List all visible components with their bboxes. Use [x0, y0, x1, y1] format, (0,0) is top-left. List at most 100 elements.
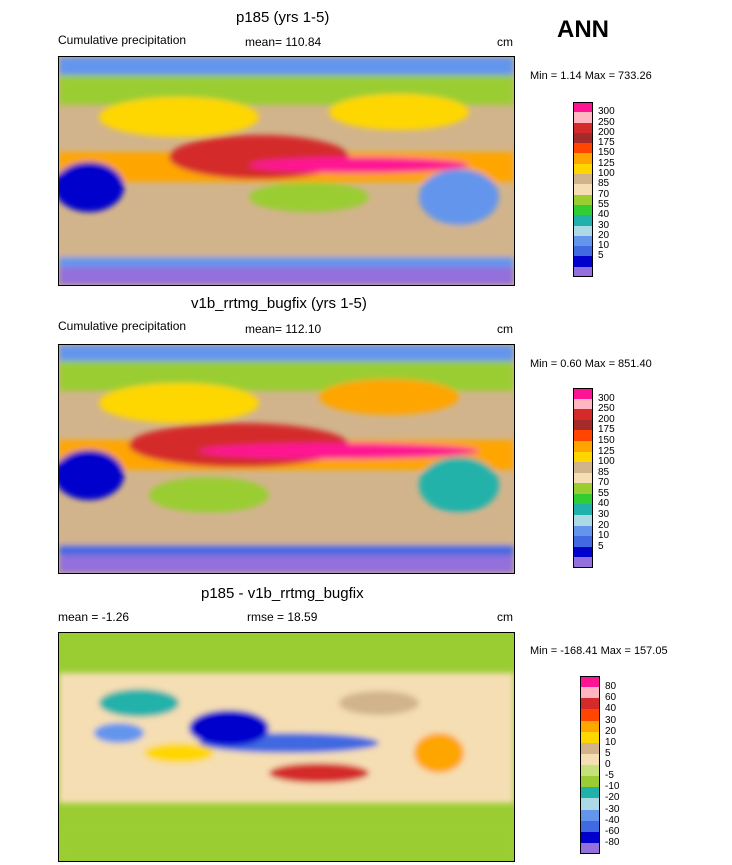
colorbar-tick-label: 5	[605, 747, 611, 759]
colorbar-tick-label: -10	[605, 781, 620, 793]
colorbar-swatch	[573, 419, 593, 431]
colorbar-tick-label: 100	[598, 456, 615, 468]
colorbar-tick-label: 200	[598, 126, 615, 138]
colorbar-swatch	[580, 809, 600, 821]
colorbar-tick-label: 125	[598, 157, 615, 169]
colorbar-tick-label: 10	[598, 240, 610, 252]
colorbar-tick-label: 175	[598, 424, 615, 436]
colorbar-tick-label: 250	[598, 403, 615, 415]
panel-3-mean: mean = -1.26	[58, 610, 130, 624]
panel-2-minmax: Min = 0.60 Max = 851.40	[530, 358, 652, 370]
colorbar-swatch	[573, 483, 593, 494]
panel-1-variable-label: Cumulative precipitation	[58, 33, 187, 47]
panel-2-mean: mean= 112.10	[245, 322, 322, 336]
colorbar-tick-label: 10	[605, 736, 617, 748]
panel-2-units: cm	[497, 322, 513, 336]
panel-2-variable-label: Cumulative precipitation	[58, 319, 187, 333]
panel-1-units: cm	[497, 35, 513, 49]
colorbar-swatch	[573, 430, 593, 441]
colorbar-swatch	[573, 256, 593, 267]
colorbar-swatch	[573, 153, 593, 164]
colorbar-swatch	[573, 525, 593, 537]
colorbar-swatch	[573, 225, 593, 236]
colorbar-tick-label: 150	[598, 434, 615, 446]
colorbar-swatch	[580, 742, 600, 754]
colorbar-tick-label: -60	[605, 825, 620, 837]
colorbar-swatch	[573, 112, 593, 123]
colorbar-swatch	[573, 266, 593, 277]
colorbar-tick-label: -5	[605, 770, 614, 782]
colorbar-tick-label: 40	[598, 209, 610, 221]
colorbar-swatch	[573, 184, 593, 195]
colorbar-swatch	[573, 174, 593, 185]
colorbar-swatch	[580, 798, 600, 810]
colorbar-tick-label: 200	[598, 413, 615, 425]
colorbar-swatch	[573, 462, 593, 473]
colorbar-swatch	[580, 787, 600, 799]
colorbar-tick-label: 30	[605, 714, 617, 726]
colorbar-swatch	[573, 398, 593, 410]
colorbar-tick-label: 300	[598, 392, 615, 404]
colorbar-tick-label: 20	[598, 519, 610, 531]
colorbar-tick-label: 175	[598, 137, 615, 149]
colorbar-swatch	[580, 687, 600, 699]
season-label: ANN	[557, 16, 609, 43]
panel-3-map	[58, 632, 515, 862]
colorbar-tick-label: 125	[598, 445, 615, 457]
colorbar-swatch	[580, 820, 600, 832]
colorbar-tick-label: 20	[605, 725, 617, 737]
panel-2-map	[58, 344, 515, 574]
colorbar-tick-label: 80	[605, 681, 617, 693]
colorbar-swatch	[580, 698, 600, 710]
colorbar-tick-label: -30	[605, 803, 620, 815]
colorbar-swatch	[573, 493, 593, 505]
colorbar-tick-label: 0	[605, 759, 611, 770]
colorbar-tick-label: 85	[598, 466, 610, 478]
colorbar-tick-label: -80	[605, 836, 620, 848]
panel-3-minmax: Min = -168.41 Max = 157.05	[530, 645, 668, 657]
colorbar-tick-label: 70	[598, 477, 610, 489]
colorbar-swatch	[573, 143, 593, 154]
colorbar-tick-label: -40	[605, 814, 620, 826]
colorbar-tick-label: 60	[605, 692, 617, 704]
colorbar-tick-label: 70	[598, 188, 610, 200]
colorbar-swatch	[573, 102, 593, 113]
colorbar-swatch	[573, 409, 593, 420]
colorbar-swatch	[573, 388, 593, 399]
colorbar-tick-label: 85	[598, 178, 610, 190]
colorbar-swatch	[573, 515, 593, 526]
colorbar-swatch	[573, 546, 593, 558]
colorbar-swatch	[573, 472, 593, 484]
colorbar-tick-label: -20	[605, 792, 620, 804]
panel-1-title: p185 (yrs 1-5)	[236, 9, 330, 26]
panel-2-colorbar: 300 250 200 175 150 125 100 85 70 55 40 30 20 10 5	[573, 388, 653, 568]
colorbar-swatch	[580, 765, 600, 777]
colorbar-swatch	[573, 204, 593, 216]
colorbar-tick-label: 20	[598, 229, 610, 241]
colorbar-swatch	[573, 440, 593, 452]
colorbar-swatch	[573, 215, 593, 226]
colorbar-swatch	[573, 246, 593, 257]
colorbar-tick-label: 250	[598, 116, 615, 128]
panel-3-rmse: rmse = 18.59	[247, 610, 318, 624]
colorbar-tick-label: 30	[598, 219, 610, 231]
panel-1-colorbar: 300 250 200 175 150 125 100 85 70 55 40 30 20 10 5	[573, 102, 653, 277]
colorbar-swatch	[573, 536, 593, 547]
panel-1-mean: mean= 110.84	[245, 35, 322, 49]
colorbar-swatch	[573, 194, 593, 205]
colorbar-tick-label: 100	[598, 168, 615, 180]
colorbar-swatch	[580, 676, 600, 688]
panel-3-title: p185 - v1b_rrtmg_bugfix	[201, 585, 364, 602]
colorbar-tick-label: 55	[598, 487, 610, 499]
panel-3-colorbar: 80 60 40 30 20 10 5 0 -5 -10 -20 -30 -40 -60 -80	[580, 676, 660, 854]
colorbar-swatch	[573, 557, 593, 568]
colorbar-swatch	[580, 842, 600, 854]
colorbar-swatch	[580, 709, 600, 721]
panel-3-units: cm	[497, 610, 513, 624]
colorbar-swatch	[573, 235, 593, 247]
colorbar-tick-label: 40	[605, 703, 617, 715]
colorbar-swatch	[573, 163, 593, 175]
colorbar-swatch	[573, 122, 593, 133]
colorbar-tick-label: 150	[598, 147, 615, 159]
colorbar-swatch	[573, 132, 593, 144]
